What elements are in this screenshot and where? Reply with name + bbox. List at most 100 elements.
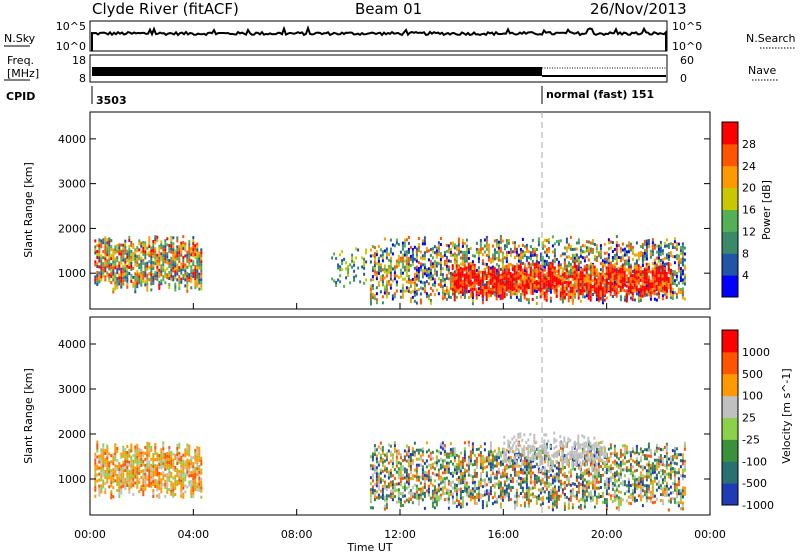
vel-cell [427, 487, 430, 491]
vel-cell [491, 466, 494, 470]
vel-cell [451, 453, 454, 457]
power-cell [457, 280, 460, 284]
power-cell [104, 245, 107, 249]
vel-cell [479, 463, 482, 467]
power-cell [589, 298, 592, 302]
power-cell [108, 246, 111, 250]
power-cell [160, 282, 163, 286]
vel-cell [176, 483, 179, 486]
vel-cell [523, 462, 526, 466]
vel-cell [439, 457, 442, 461]
vel-cell [124, 448, 127, 451]
power-cell [395, 283, 398, 287]
power-cell [381, 277, 384, 281]
power-cell [152, 249, 155, 252]
vel-cell [186, 458, 189, 462]
power-cell [369, 293, 372, 297]
power-cell [517, 267, 520, 271]
vel-cell [198, 473, 201, 477]
vel-cell [180, 482, 183, 486]
power-cell [106, 253, 109, 257]
power-cell [621, 254, 624, 258]
power-cell [563, 246, 566, 250]
vel-cell [445, 497, 448, 501]
power-cell [529, 276, 532, 280]
vel-cell [409, 453, 412, 456]
vel-cell [140, 457, 143, 461]
power-cell [473, 266, 476, 270]
power-cell [455, 259, 458, 263]
power-cell [162, 260, 165, 264]
power-cell [625, 296, 628, 300]
power-cell [585, 288, 588, 292]
vel-cell [184, 463, 187, 467]
power-cell [553, 266, 556, 270]
vel-cell [144, 475, 147, 479]
power-cell [515, 268, 518, 272]
power-cell [150, 282, 153, 286]
power-cell [371, 293, 374, 297]
power-cell [595, 269, 598, 273]
power-cell [611, 288, 614, 292]
power-cell [98, 250, 101, 254]
power-cell [473, 281, 476, 285]
power-cell [545, 295, 548, 299]
power-cell [663, 273, 666, 276]
vel-cell [411, 495, 414, 499]
power-cell [170, 268, 173, 272]
power-cell [485, 280, 488, 284]
power-cell [659, 286, 662, 290]
power-cell [453, 255, 456, 259]
vel-cell [427, 454, 430, 458]
power-cell [529, 270, 532, 274]
power-cell [337, 278, 340, 282]
vel-cell [200, 459, 203, 463]
power-cell [457, 274, 460, 278]
vel-cell [164, 452, 167, 456]
vel-cell [439, 496, 442, 500]
vel-cell [433, 488, 436, 492]
power-cell [617, 266, 620, 270]
power-cell [499, 279, 502, 283]
power-cell [579, 283, 582, 287]
vel-cell [160, 463, 163, 467]
power-cell [671, 273, 674, 276]
vel-cell [377, 460, 380, 464]
power-cell [100, 266, 103, 270]
power-cell [669, 274, 672, 278]
power-cell [120, 276, 123, 280]
vel-cell [421, 477, 424, 481]
power-cell [479, 245, 482, 248]
vel-cell [485, 492, 488, 496]
power-cell [441, 276, 444, 280]
vel-cell [475, 502, 478, 505]
vel-cell [411, 477, 414, 481]
power-cell [116, 271, 119, 275]
vel-cell [110, 469, 113, 473]
power-cell [659, 267, 662, 271]
vel-cell [533, 486, 536, 490]
power-cell [507, 268, 510, 272]
power-cell [180, 253, 183, 257]
power-cell [102, 268, 105, 272]
power-cell [461, 238, 464, 242]
power-cell [463, 267, 466, 271]
vel-cell [114, 452, 117, 456]
power-cell [643, 274, 646, 278]
power-cell [507, 283, 510, 287]
power-cell [114, 275, 117, 279]
vel-cell [431, 483, 434, 487]
vel-cell [407, 473, 410, 477]
power-cell [192, 269, 195, 273]
power-cell [573, 270, 576, 274]
power-cell [679, 252, 682, 256]
power-cell [369, 284, 372, 288]
power-cell [621, 285, 624, 289]
power-cell [371, 284, 374, 288]
power-cell [437, 277, 440, 281]
vel-cell [487, 480, 490, 484]
power-cell [481, 286, 484, 289]
power-cell [389, 250, 392, 254]
vel-cell [188, 459, 191, 463]
power-cell [375, 274, 378, 278]
